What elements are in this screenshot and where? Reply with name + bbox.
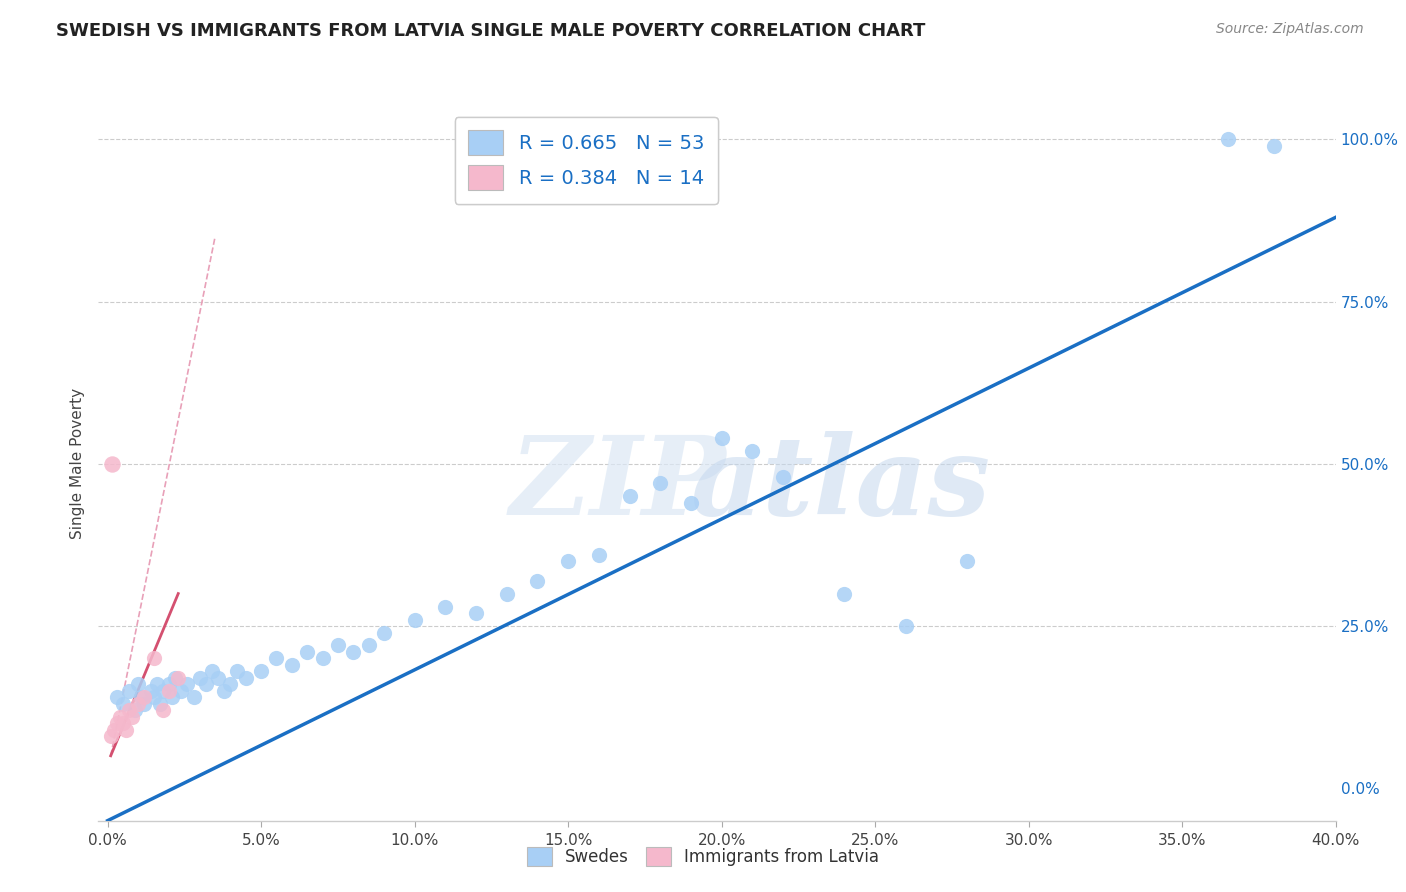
Point	[1218, 132, 1240, 146]
Point	[295, 645, 318, 659]
Text: atlas: atlas	[690, 432, 991, 539]
Point	[105, 690, 128, 705]
Point	[619, 489, 641, 503]
Text: SWEDISH VS IMMIGRANTS FROM LATVIA SINGLE MALE POVERTY CORRELATION CHART: SWEDISH VS IMMIGRANTS FROM LATVIA SINGLE…	[56, 22, 925, 40]
Point	[127, 677, 149, 691]
Point	[157, 677, 180, 691]
Point	[167, 671, 190, 685]
Point	[139, 684, 162, 698]
Point	[103, 723, 125, 737]
Point	[124, 703, 146, 717]
Point	[956, 554, 979, 568]
Legend: R = 0.665   N = 53, R = 0.384   N = 14: R = 0.665 N = 53, R = 0.384 N = 14	[454, 117, 717, 203]
Point	[219, 677, 242, 691]
Point	[176, 677, 198, 691]
Point	[108, 710, 131, 724]
Point	[894, 619, 917, 633]
Point	[526, 574, 548, 588]
Point	[145, 677, 167, 691]
Point	[127, 697, 149, 711]
Point	[115, 723, 138, 737]
Point	[160, 690, 183, 705]
Point	[152, 684, 174, 698]
Point	[214, 684, 236, 698]
Point	[165, 671, 187, 685]
Point	[142, 690, 165, 705]
Point	[834, 586, 856, 600]
Point	[650, 476, 672, 491]
Point	[134, 690, 156, 705]
Point	[741, 443, 763, 458]
Point	[118, 703, 141, 717]
Point	[311, 651, 333, 665]
Point	[194, 677, 217, 691]
Point	[326, 639, 349, 653]
Text: Source: ZipAtlas.com: Source: ZipAtlas.com	[1216, 22, 1364, 37]
Point	[281, 657, 304, 672]
Point	[357, 639, 380, 653]
Point	[373, 625, 395, 640]
Point	[142, 651, 165, 665]
Point	[495, 586, 517, 600]
Point	[207, 671, 229, 685]
Point	[183, 690, 205, 705]
Point	[266, 651, 288, 665]
Point	[1263, 139, 1285, 153]
Point	[111, 697, 134, 711]
Y-axis label: Single Male Poverty: Single Male Poverty	[69, 388, 84, 540]
Point	[404, 613, 426, 627]
Point	[131, 690, 153, 705]
Point	[111, 716, 134, 731]
Point	[157, 684, 180, 698]
Point	[101, 457, 124, 471]
Point	[588, 548, 610, 562]
Point	[105, 716, 128, 731]
Point	[149, 697, 172, 711]
Point	[434, 599, 457, 614]
Legend: Swedes, Immigrants from Latvia: Swedes, Immigrants from Latvia	[519, 838, 887, 875]
Point	[118, 684, 141, 698]
Point	[225, 665, 247, 679]
Point	[100, 729, 122, 743]
Point	[170, 684, 193, 698]
Point	[188, 671, 211, 685]
Point	[679, 496, 702, 510]
Point	[772, 470, 794, 484]
Point	[342, 645, 364, 659]
Text: ZIP: ZIP	[510, 432, 727, 539]
Point	[710, 431, 733, 445]
Point	[152, 703, 174, 717]
Point	[134, 697, 156, 711]
Point	[235, 671, 257, 685]
Point	[201, 665, 224, 679]
Point	[465, 606, 488, 620]
Point	[121, 710, 143, 724]
Point	[557, 554, 579, 568]
Point	[250, 665, 273, 679]
